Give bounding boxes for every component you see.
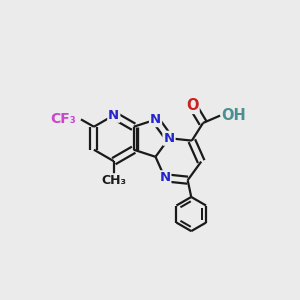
Text: N: N xyxy=(150,113,161,126)
Text: N: N xyxy=(108,109,119,122)
Text: CF₃: CF₃ xyxy=(50,112,76,126)
Text: O: O xyxy=(187,98,199,113)
Text: CH₃: CH₃ xyxy=(101,174,126,187)
Text: N: N xyxy=(164,132,175,145)
Text: OH: OH xyxy=(222,108,246,123)
Text: N: N xyxy=(159,171,170,184)
